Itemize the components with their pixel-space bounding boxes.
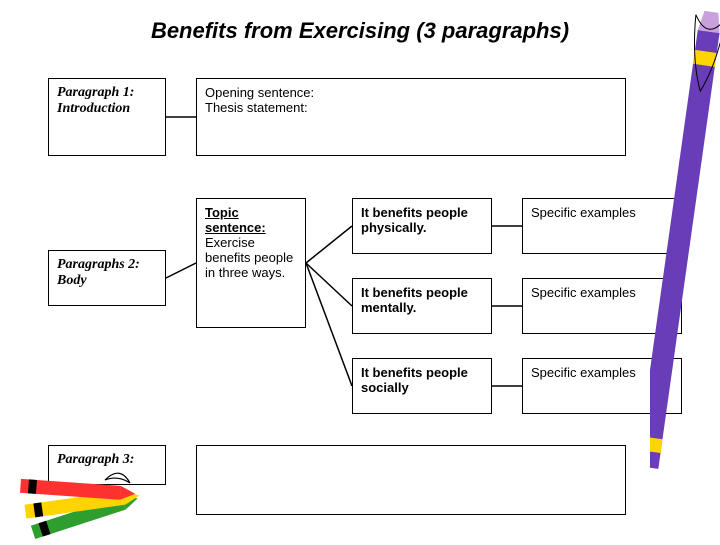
para1-label: Paragraph 1: Introduction bbox=[48, 78, 166, 156]
topic-sentence-box: Topic sentence: Exercise benefits people… bbox=[196, 198, 306, 328]
example-2-text: Specific examples bbox=[531, 285, 636, 300]
benefit-1-text: It benefits people physically. bbox=[361, 205, 468, 235]
para2-label: Paragraphs 2: Body bbox=[48, 250, 166, 306]
benefit-3: It benefits people socially bbox=[352, 358, 492, 414]
topic-heading: Topic sentence: bbox=[205, 205, 266, 235]
para2-label-text: Paragraphs 2: Body bbox=[57, 257, 140, 288]
topic-body: Exercise benefits people in three ways. bbox=[205, 235, 293, 280]
para1-label-text: Paragraph 1: Introduction bbox=[57, 85, 134, 116]
para1-line1: Opening sentence: bbox=[205, 85, 617, 100]
benefit-2: It benefits people mentally. bbox=[352, 278, 492, 334]
para1-content: Opening sentence: Thesis statement: bbox=[196, 78, 626, 156]
page-title: Benefits from Exercising (3 paragraphs) bbox=[0, 18, 720, 44]
crayons-bottom-left-icon bbox=[10, 455, 150, 545]
benefit-1: It benefits people physically. bbox=[352, 198, 492, 254]
benefit-2-text: It benefits people mentally. bbox=[361, 285, 468, 315]
example-1-text: Specific examples bbox=[531, 205, 636, 220]
crayon-right-icon bbox=[650, 0, 720, 540]
benefit-3-text: It benefits people socially bbox=[361, 365, 468, 395]
example-3-text: Specific examples bbox=[531, 365, 636, 380]
para1-line2: Thesis statement: bbox=[205, 100, 617, 115]
para3-content bbox=[196, 445, 626, 515]
